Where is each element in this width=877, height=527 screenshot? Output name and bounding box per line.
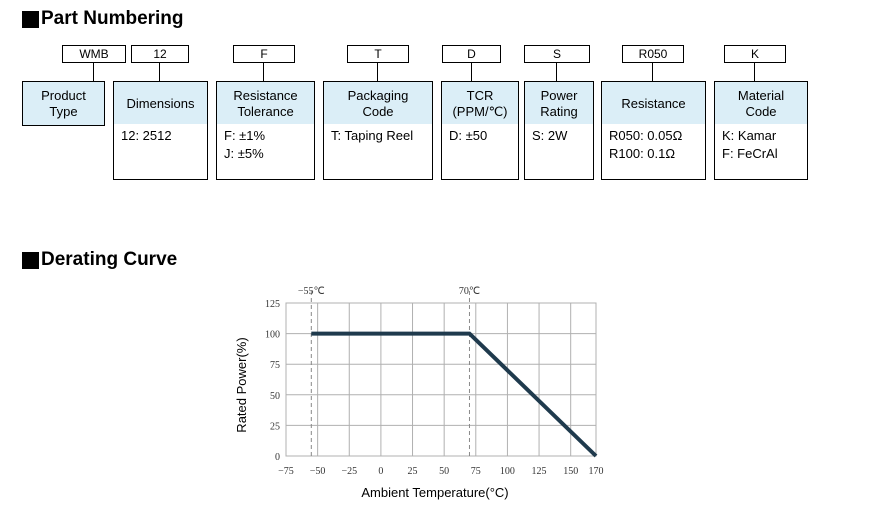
field-value: F: FeCrAl (722, 146, 778, 161)
field-values-1: 12: 2512 (113, 124, 208, 180)
connector-line (263, 62, 264, 81)
y-tick-label: 125 (265, 299, 280, 310)
x-tick-label: −25 (341, 466, 357, 477)
temperature-annotation: −55℃ (298, 286, 325, 297)
y-axis-label: Rated Power(%) (234, 337, 249, 432)
bullet-square-icon (22, 251, 39, 269)
connector-line (93, 62, 94, 81)
field-header-label: Dimensions (126, 95, 195, 111)
x-tick-label: 150 (563, 466, 578, 477)
code-box-5: S (524, 45, 590, 63)
bullet-square-icon (22, 10, 39, 28)
field-header-label: Product Type (41, 87, 86, 119)
code-box-1: 12 (131, 45, 189, 63)
code-box-4: D (442, 45, 501, 63)
derating-curve (311, 331, 598, 458)
field-values-4: D: ±50 (441, 124, 519, 180)
field-value: D: ±50 (449, 128, 488, 143)
field-header-1: Dimensions (113, 81, 208, 126)
field-values-7: K: Kamar F: FeCrAl (714, 124, 808, 180)
field-value: F: ±1% (224, 128, 266, 143)
field-header-0: Product Type (22, 81, 105, 126)
x-tick-label: 50 (439, 466, 449, 477)
x-tick-label: −50 (310, 466, 326, 477)
y-tick-label: 25 (270, 421, 280, 432)
field-header-label: TCR (PPM/℃) (452, 87, 508, 119)
field-value: R100: 0.1Ω (609, 146, 676, 161)
field-values-2: F: ±1% J: ±5% (216, 124, 315, 180)
code-box-6: R050 (622, 45, 684, 63)
connector-line (754, 62, 755, 81)
y-tick-label: 0 (275, 452, 280, 463)
x-tick-label: 75 (471, 466, 481, 477)
field-header-5: Power Rating (524, 81, 594, 126)
field-header-label: Resistance (621, 95, 686, 111)
code-box-7: K (724, 45, 786, 63)
x-tick-label: 100 (500, 466, 515, 477)
code-box-3: T (347, 45, 409, 63)
connector-line (652, 62, 653, 81)
field-values-6: R050: 0.05Ω R100: 0.1Ω (601, 124, 706, 180)
field-values-5: S: 2W (524, 124, 594, 180)
connector-line (470, 62, 472, 81)
connector-line (556, 62, 557, 81)
field-header-3: Packaging Code (323, 81, 433, 126)
chart-grid (285, 291, 597, 457)
field-header-label: Packaging Code (347, 87, 409, 119)
part-numbering-title: Part Numbering (22, 8, 184, 30)
y-tick-label: 100 (265, 330, 280, 341)
field-value: J: ±5% (224, 146, 264, 161)
field-value: T: Taping Reel (331, 128, 414, 143)
x-tick-label: 170 (589, 466, 604, 477)
y-tick-label: 50 (270, 391, 280, 402)
field-value: R050: 0.05Ω (609, 128, 683, 143)
connector-line (377, 62, 378, 81)
x-tick-label: 125 (532, 466, 547, 477)
connector-line (159, 62, 160, 81)
field-header-label: Material Code (737, 87, 785, 119)
field-value: S: 2W (532, 128, 568, 143)
chart-ticks: −75 −50 −25 0 25 50 75 100 125 150 170 0 25 50 75 100 12… (265, 286, 604, 477)
code-box-2: F (233, 45, 295, 63)
x-tick-label: 25 (408, 466, 418, 477)
field-header-4: TCR (PPM/℃) (441, 81, 519, 126)
field-header-2: Resistance Tolerance (216, 81, 315, 126)
plot-frame (285, 302, 597, 457)
field-header-6: Resistance (601, 81, 706, 126)
field-header-label: Power Rating (540, 87, 578, 119)
derating-title: Derating Curve (22, 249, 177, 271)
field-value: 12: 2512 (121, 128, 172, 143)
field-header-7: Material Code (714, 81, 808, 126)
y-tick-label: 75 (270, 360, 280, 371)
x-tick-label: 0 (378, 466, 383, 477)
x-axis-label: Ambient Temperature(°C) (361, 485, 508, 500)
code-box-0: WMB (62, 45, 126, 63)
field-value: K: Kamar (722, 128, 777, 143)
field-header-label: Resistance Tolerance (233, 87, 298, 119)
temperature-annotation: 70℃ (459, 286, 480, 297)
field-values-3: T: Taping Reel (323, 124, 433, 180)
x-tick-label: −75 (278, 466, 294, 477)
chart-curve-layer (311, 331, 598, 458)
